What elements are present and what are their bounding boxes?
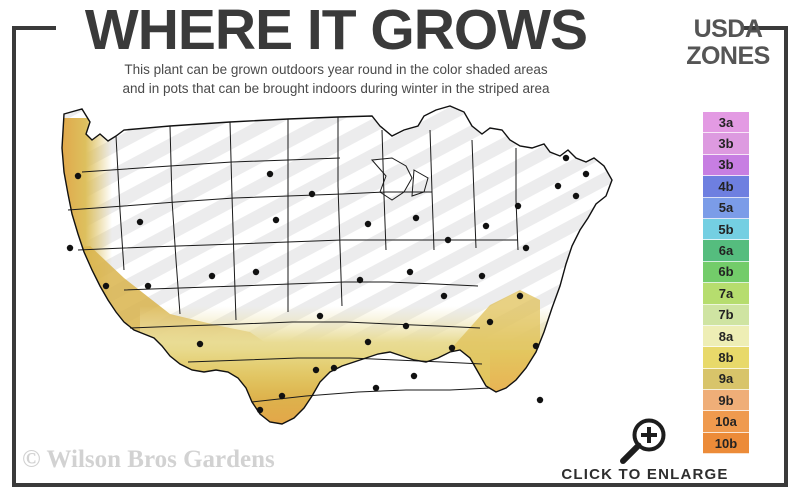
legend-zone-label: 8a xyxy=(718,328,734,344)
click-to-enlarge-label[interactable]: CLICK TO ENLARGE xyxy=(561,466,729,483)
legend-title: USDA ZONES xyxy=(664,16,792,70)
state-borders xyxy=(67,117,519,403)
subtitle-line-1: This plant can be grown outdoors year ro… xyxy=(124,62,548,77)
legend-zone-label: 10b xyxy=(714,435,738,451)
legend-zone-swatch: 3b xyxy=(703,154,749,177)
legend-title-line-1: USDA xyxy=(693,15,763,43)
legend-zone-swatch: 7a xyxy=(703,283,749,305)
legend-zone-swatch: 3b xyxy=(703,133,749,155)
legend-zone-label: 6b xyxy=(718,264,734,280)
legend-zone-label: 9b xyxy=(718,392,734,408)
legend-zone-swatch: 5b xyxy=(703,218,749,241)
legend-zone-label: 3a xyxy=(718,114,734,130)
legend-zone-swatch: 10a xyxy=(703,411,749,433)
legend-zone-label: 5b xyxy=(718,221,734,237)
legend-zone-swatch: 7b xyxy=(703,304,749,326)
frame-border-top-right xyxy=(744,26,788,30)
legend-zone-swatch: 9a xyxy=(703,368,749,391)
legend-zone-label: 7b xyxy=(718,307,734,323)
legend-zone-label: 7a xyxy=(718,285,734,301)
subtitle-line-2: and in pots that can be brought indoors … xyxy=(122,81,550,96)
page-title: WHERE IT GROWS xyxy=(84,0,588,62)
legend-title-line-2: ZONES xyxy=(686,42,770,70)
frame-border-right xyxy=(784,26,788,487)
legend-zone-swatch: 6b xyxy=(703,261,749,284)
legend-zone-label: 8b xyxy=(718,349,734,365)
legend-zone-swatch: 6a xyxy=(703,240,749,262)
legend-zone-label: 3b xyxy=(718,157,734,173)
magnifier-plus-icon[interactable] xyxy=(617,417,669,465)
usda-zone-legend: 3a 3b 3b 4b 5a 5b 6a 6b 7a 7b 8a 8b 9a 9b 10a 10b xyxy=(703,112,749,455)
frame-border-top-left xyxy=(12,26,56,30)
usda-zone-map xyxy=(20,100,660,460)
legend-zone-label: 6a xyxy=(718,243,734,259)
legend-zone-swatch: 4b xyxy=(703,176,749,198)
legend-zone-swatch: 8a xyxy=(703,325,749,348)
legend-zone-swatch: 5a xyxy=(703,197,749,219)
legend-zone-label: 3b xyxy=(718,136,734,152)
legend-zone-swatch: 9b xyxy=(703,390,749,412)
frame-border-left xyxy=(12,26,16,487)
legend-zone-swatch: 3a xyxy=(703,112,749,134)
frame-border-bottom xyxy=(12,483,788,487)
legend-zone-swatch: 10b xyxy=(703,432,749,455)
legend-zone-label: 4b xyxy=(718,178,734,194)
legend-zone-label: 5a xyxy=(718,200,734,216)
country-outline xyxy=(61,105,613,425)
legend-zone-label: 9a xyxy=(718,371,734,387)
legend-zone-label: 10a xyxy=(715,414,737,430)
watermark-copyright: © Wilson Bros Gardens xyxy=(22,446,275,473)
city-markers xyxy=(66,154,590,414)
legend-zone-swatch: 8b xyxy=(703,347,749,369)
subtitle: This plant can be grown outdoors year ro… xyxy=(28,60,644,98)
